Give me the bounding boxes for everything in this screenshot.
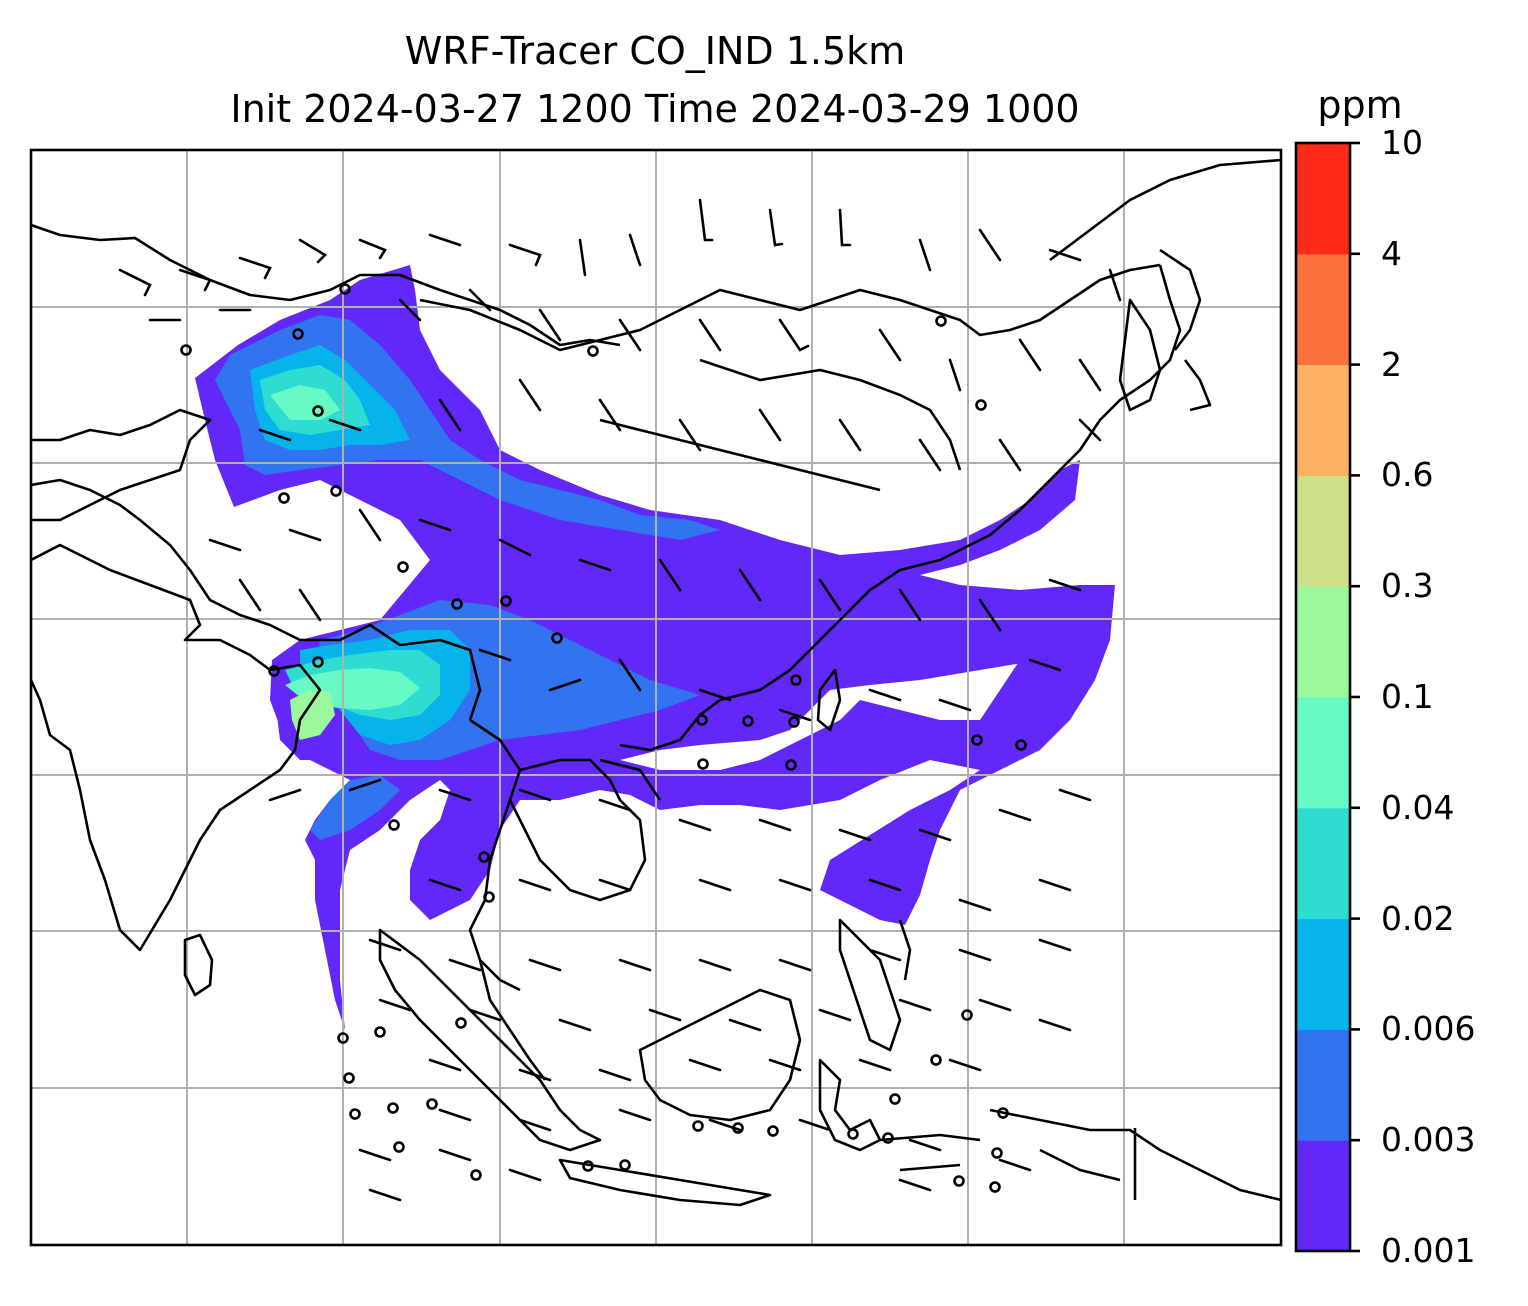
china-coast-north bbox=[899, 264, 1182, 572]
korea-peninsula bbox=[1118, 298, 1162, 412]
colorbar-segment bbox=[1296, 253, 1350, 366]
map-title-line1: WRF-Tracer CO_IND 1.5km bbox=[404, 29, 906, 73]
colorbar-unit-label: ppm bbox=[1317, 83, 1403, 127]
colorbar-tick-label: 0.003 bbox=[1381, 1120, 1476, 1160]
colorbar-tick-label: 10 bbox=[1381, 123, 1423, 162]
colorbar-tick-label: 0.006 bbox=[1381, 1009, 1476, 1049]
plume-level-0.1-south bbox=[290, 690, 335, 740]
colorbar-tick-label: 0.02 bbox=[1381, 898, 1455, 938]
colorbar-tick-label: 0.001 bbox=[1381, 1231, 1476, 1270]
china-inland-borders bbox=[599, 358, 962, 492]
colorbar-segment bbox=[1296, 586, 1350, 698]
colorbar-tick-label: 4 bbox=[1381, 233, 1402, 273]
colorbar-segment bbox=[1296, 143, 1350, 255]
colorbar-segment bbox=[1296, 364, 1350, 476]
philippines bbox=[838, 918, 912, 1052]
colorbar bbox=[1294, 141, 1360, 1253]
coastlines-borders bbox=[31, 158, 1281, 1207]
sri-lanka bbox=[183, 933, 214, 997]
map-panel bbox=[31, 150, 1281, 1245]
gridlines bbox=[31, 150, 1281, 1245]
russia-far-east bbox=[1049, 158, 1281, 262]
colorbar-segment bbox=[1296, 1029, 1350, 1141]
colorbar-segment bbox=[1296, 807, 1350, 920]
colorbar-segment bbox=[1296, 697, 1350, 809]
china-coast-south bbox=[619, 568, 901, 752]
new-guinea bbox=[989, 1108, 1281, 1202]
colorbar-tick-label: 0.3 bbox=[1381, 566, 1434, 606]
malay-peninsula bbox=[478, 959, 547, 1081]
sumatra bbox=[378, 928, 602, 1152]
colorbar-tick-label: 0.1 bbox=[1381, 677, 1434, 716]
colorbar-segment bbox=[1296, 1140, 1350, 1252]
colorbar-tick-label: 0.6 bbox=[1381, 455, 1434, 495]
calm-wind-circles bbox=[180, 283, 1027, 1193]
india-coastline bbox=[31, 543, 322, 952]
map-title-line2: Init 2024-03-27 1200 Time 2024-03-29 100… bbox=[230, 87, 1080, 131]
java bbox=[558, 1158, 772, 1207]
japan-islands bbox=[1159, 248, 1212, 412]
wind-barbs bbox=[118, 198, 1122, 1202]
china-mongolia-border bbox=[419, 263, 1161, 352]
map-frame bbox=[29, 148, 1283, 1247]
colorbar-segment bbox=[1296, 475, 1350, 587]
taiwan bbox=[816, 668, 842, 732]
timor-islands bbox=[879, 1133, 981, 1172]
central-asia-borders bbox=[31, 223, 621, 347]
colorbar-tick-label: 2 bbox=[1381, 344, 1402, 384]
sulawesi bbox=[818, 1058, 882, 1152]
borneo bbox=[638, 988, 802, 1122]
colorbar-tick-label: 0.04 bbox=[1381, 787, 1455, 827]
pakistan-afghan-border bbox=[31, 408, 212, 522]
india-north-border bbox=[31, 478, 482, 721]
colorbar-segment bbox=[1296, 918, 1350, 1030]
plume-level-0.003-west bbox=[310, 775, 400, 840]
